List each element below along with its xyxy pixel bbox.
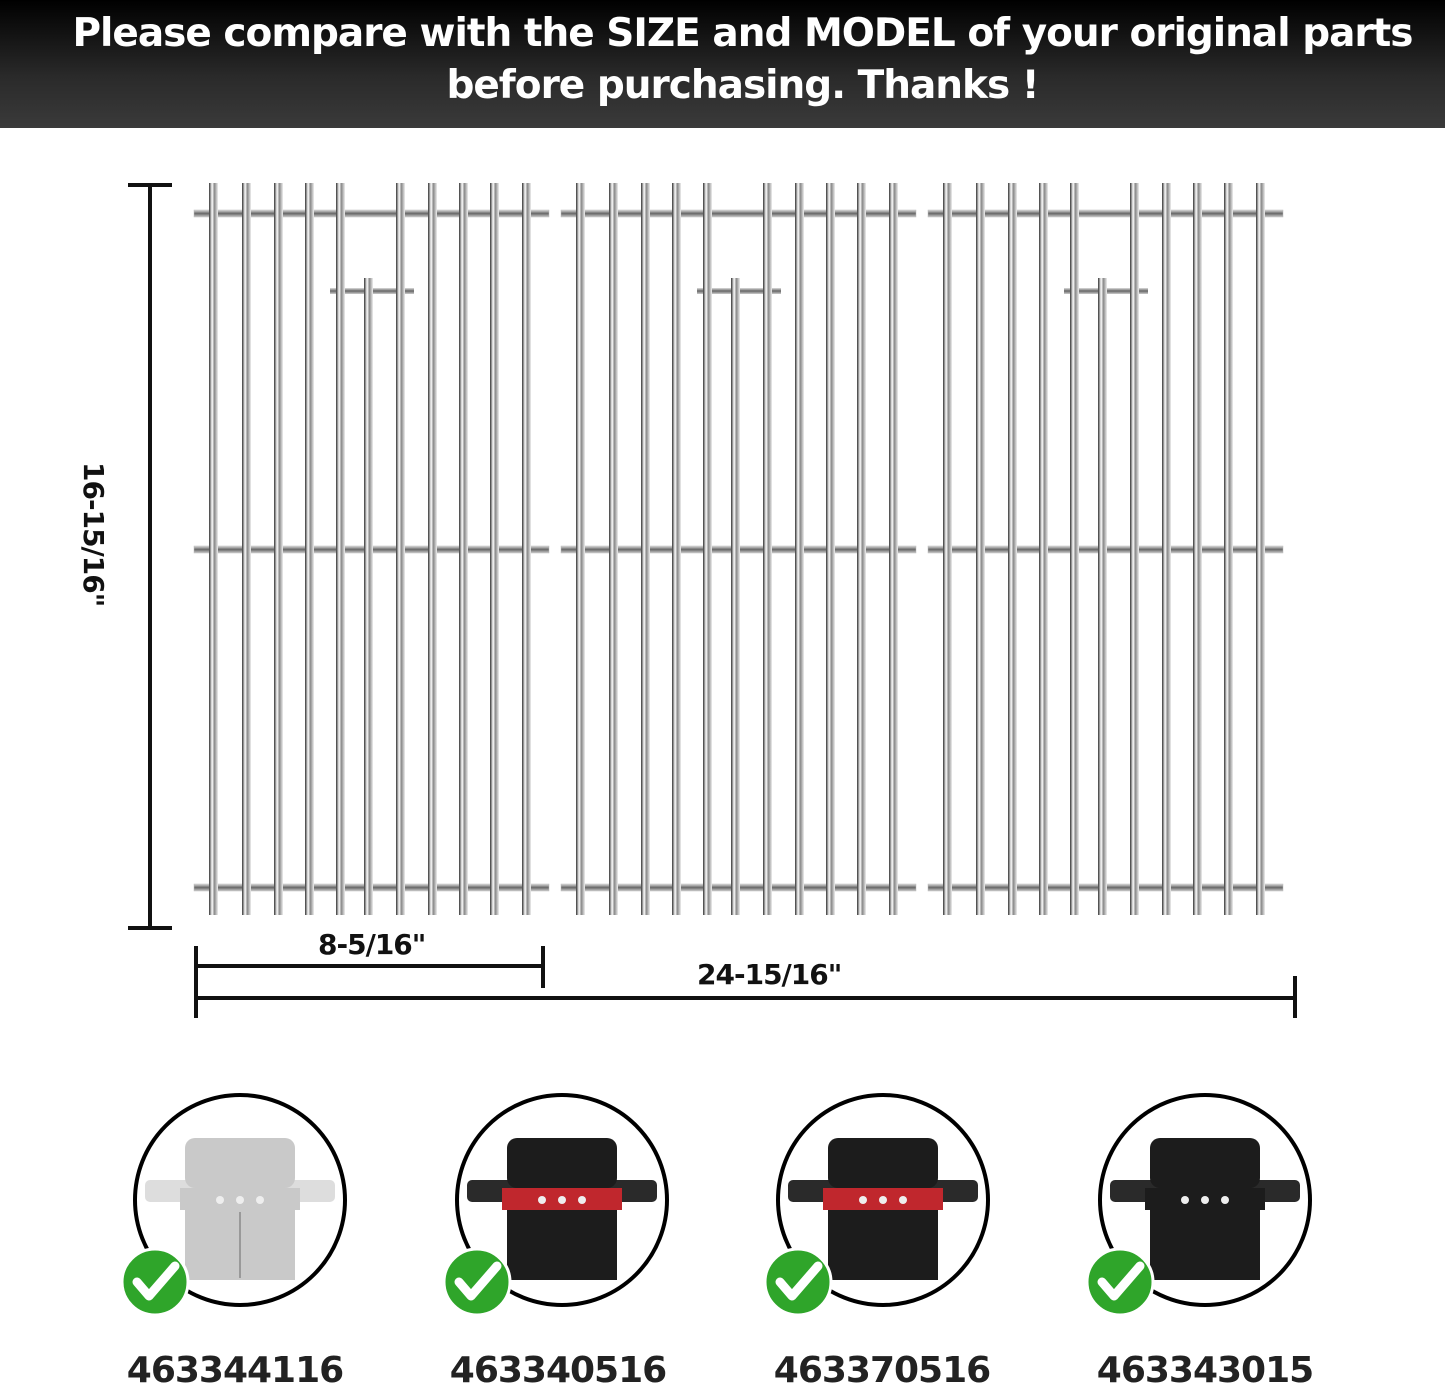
height-dimension-label: 16-15/16" [77, 462, 110, 607]
rod [336, 183, 345, 915]
check-icon [120, 1247, 190, 1317]
rod [1008, 183, 1017, 915]
rod [396, 183, 405, 915]
rod [242, 183, 251, 915]
rod [857, 183, 866, 915]
grate-2 [560, 183, 917, 915]
rod [889, 183, 898, 915]
model-number-2: 463340516 [449, 1350, 667, 1391]
grill-thumbnail-1 [120, 1093, 347, 1317]
rod [576, 183, 585, 915]
grill-thumbnail-4 [1085, 1093, 1312, 1317]
grill-cabinet [1150, 1210, 1260, 1280]
rod [943, 183, 952, 915]
check-mark [1097, 1261, 1145, 1301]
control-knob [1221, 1196, 1229, 1204]
header-line-2: before purchasing. Thanks ! [446, 63, 1039, 108]
rod [364, 278, 373, 915]
grill-cabinet [828, 1210, 938, 1280]
rod [976, 183, 985, 915]
rod [1098, 278, 1107, 915]
control-knob [538, 1196, 546, 1204]
grill-thumbnail-2 [442, 1093, 669, 1317]
rod [731, 278, 740, 915]
rod [209, 183, 218, 915]
single-width-dimension-label: 8-5/16" [318, 928, 426, 961]
rod [703, 183, 712, 915]
grill-thumbnail-3 [763, 1093, 990, 1317]
rod [1224, 183, 1233, 915]
grill-lid [828, 1138, 938, 1188]
rod [1130, 183, 1139, 915]
header-banner: Please compare with the SIZE and MODEL o… [0, 0, 1445, 128]
rod [826, 183, 835, 915]
check-mark [775, 1261, 823, 1301]
rod [672, 183, 681, 915]
rod [763, 183, 772, 915]
check-mark [132, 1261, 180, 1301]
grate-1 [193, 183, 550, 915]
check-icon [442, 1247, 512, 1317]
cross-bar [927, 209, 1284, 218]
control-knob [1181, 1196, 1189, 1204]
grill-lid [507, 1138, 617, 1188]
model-number-3: 463370516 [773, 1350, 991, 1391]
header-line-1: Please compare with the SIZE and MODEL o… [72, 11, 1413, 56]
control-knob [859, 1196, 867, 1204]
cross-bar [560, 209, 917, 218]
rod [795, 183, 804, 915]
control-knob [879, 1196, 887, 1204]
model-number-1: 463344116 [126, 1350, 344, 1391]
rod [274, 183, 283, 915]
rod [609, 183, 618, 915]
rod [1256, 183, 1265, 915]
control-knob [578, 1196, 586, 1204]
total-width-dimension-label: 24-15/16" [697, 958, 842, 991]
control-knob [558, 1196, 566, 1204]
grill-lid [1150, 1138, 1260, 1188]
control-knob [216, 1196, 224, 1204]
rod [522, 183, 531, 915]
control-knob [236, 1196, 244, 1204]
rod [490, 183, 499, 915]
control-knob [256, 1196, 264, 1204]
rod [459, 183, 468, 915]
grill-lid [185, 1138, 295, 1188]
grill-cabinet [507, 1210, 617, 1280]
rod [1070, 183, 1079, 915]
rod [641, 183, 650, 915]
rod [1039, 183, 1048, 915]
control-knob [1201, 1196, 1209, 1204]
rod [1162, 183, 1171, 915]
check-icon [763, 1247, 833, 1317]
rod [428, 183, 437, 915]
check-mark [454, 1261, 502, 1301]
check-icon [1085, 1247, 1155, 1317]
control-knob [899, 1196, 907, 1204]
rod [305, 183, 314, 915]
rod [1193, 183, 1202, 915]
cross-bar [193, 209, 550, 218]
grate-3 [927, 183, 1284, 915]
model-number-4: 463343015 [1096, 1350, 1314, 1391]
